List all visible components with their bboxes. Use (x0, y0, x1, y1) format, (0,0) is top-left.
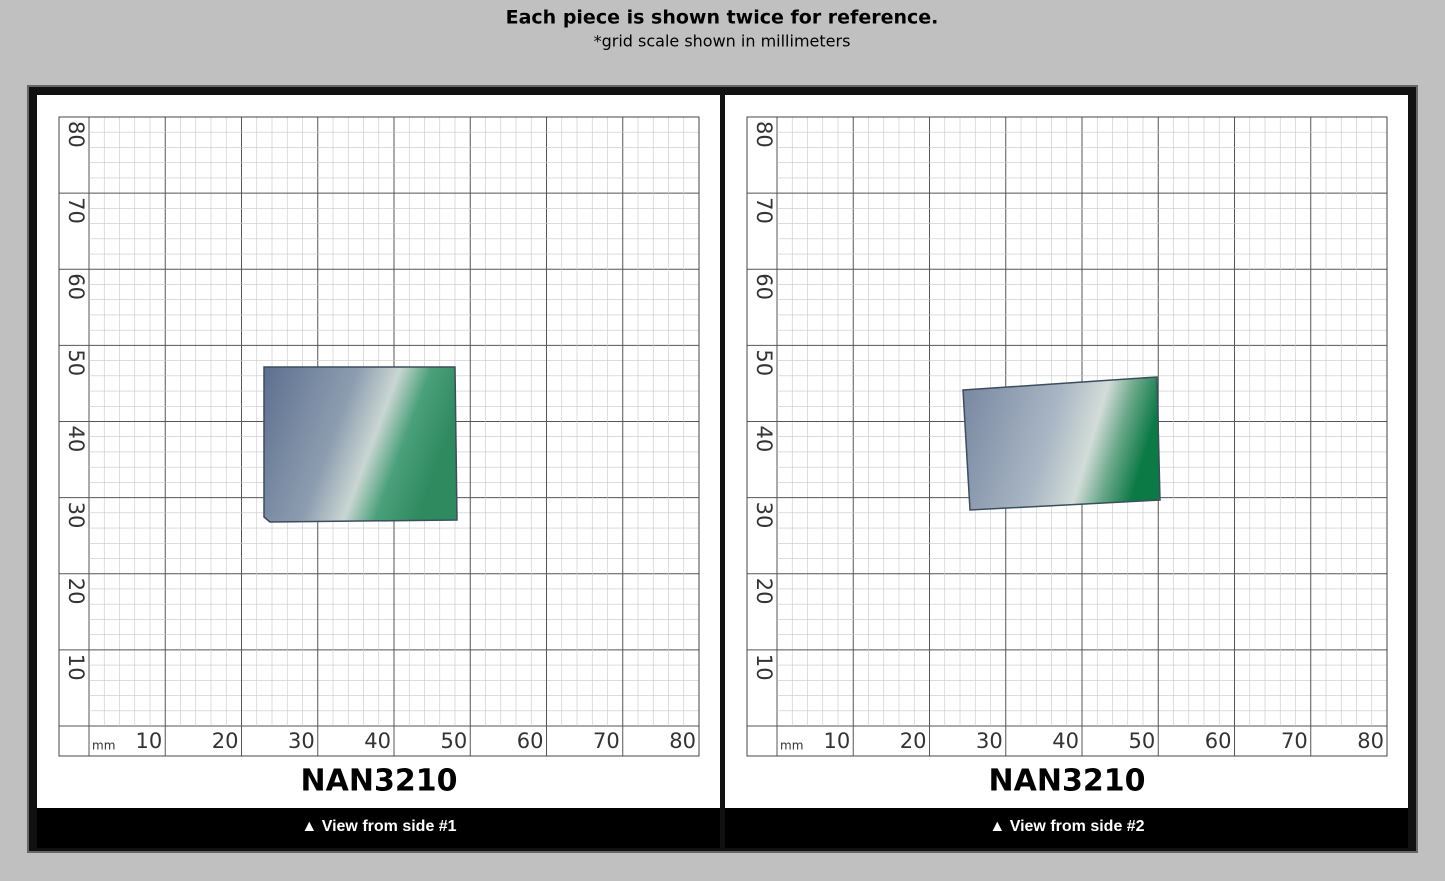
grid-border (746, 116, 1388, 757)
x-label: 70 (1281, 729, 1308, 753)
view-caption: ▲ View from side #1 (301, 818, 456, 835)
y-label: 40 (64, 426, 88, 453)
x-label: 10 (136, 729, 163, 753)
y-label: 20 (752, 578, 776, 605)
y-label: 30 (64, 502, 88, 529)
gem-photo (263, 366, 458, 523)
caption-bar (725, 808, 1408, 848)
x-label: 40 (364, 729, 391, 753)
x-label: 50 (441, 729, 468, 753)
gem-photo (962, 376, 1161, 511)
x-label: 30 (976, 729, 1003, 753)
y-label: 50 (752, 349, 776, 376)
y-label: 60 (64, 273, 88, 300)
x-label: 10 (824, 729, 851, 753)
grid-unit: mm (92, 739, 115, 753)
y-label: 60 (752, 273, 776, 300)
subtitle: *grid scale shown in millimeters (594, 32, 851, 51)
x-label: 60 (517, 729, 544, 753)
y-label: 10 (64, 654, 88, 681)
view-caption: ▲ View from side #2 (989, 818, 1144, 835)
y-label: 70 (752, 197, 776, 224)
x-label: 60 (1205, 729, 1232, 753)
x-label: 30 (288, 729, 315, 753)
x-label: 20 (900, 729, 927, 753)
x-label: 50 (1129, 729, 1156, 753)
x-label: 40 (1052, 729, 1079, 753)
piece-label: NAN3210 (301, 764, 458, 799)
y-label: 20 (64, 578, 88, 605)
y-label: 80 (752, 121, 776, 148)
title: Each piece is shown twice for reference. (506, 7, 939, 29)
y-label: 10 (752, 654, 776, 681)
caption-bar (37, 808, 720, 848)
x-label: 20 (212, 729, 239, 753)
grid-border (58, 116, 700, 757)
x-label: 80 (669, 729, 696, 753)
y-label: 40 (752, 426, 776, 453)
y-label: 70 (64, 197, 88, 224)
y-label: 50 (64, 349, 88, 376)
x-label: 70 (593, 729, 620, 753)
y-label: 30 (752, 502, 776, 529)
piece-label: NAN3210 (989, 764, 1146, 799)
grid-unit: mm (780, 739, 803, 753)
y-label: 80 (64, 121, 88, 148)
x-label: 80 (1357, 729, 1384, 753)
